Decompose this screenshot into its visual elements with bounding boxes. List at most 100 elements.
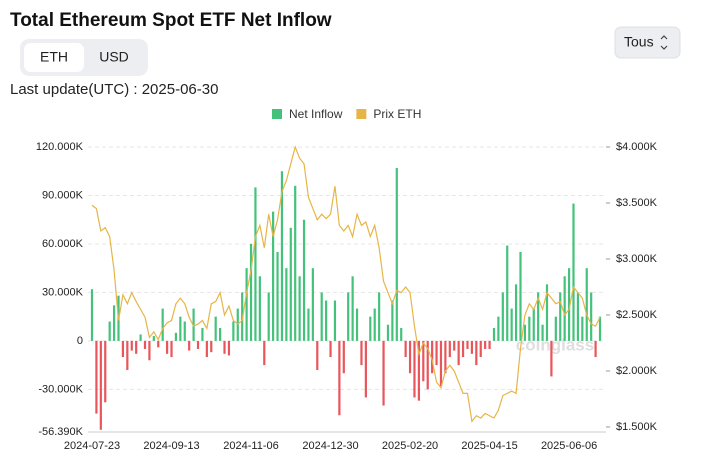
bar <box>559 292 562 341</box>
bar <box>391 300 394 341</box>
bar <box>400 327 403 341</box>
bar <box>121 340 125 358</box>
legend-swatch <box>272 109 282 119</box>
bar <box>550 340 553 377</box>
bar <box>285 268 288 341</box>
bar <box>236 308 239 341</box>
bar <box>497 316 500 341</box>
range-select-label[interactable]: Tous <box>624 34 654 50</box>
bar <box>307 308 310 341</box>
bar <box>333 300 337 341</box>
bar <box>157 340 160 348</box>
bar <box>298 276 301 341</box>
bar <box>338 340 341 416</box>
bar <box>378 292 381 341</box>
bar <box>537 292 540 341</box>
bar <box>563 276 566 341</box>
y2-tick-label: $2.500K <box>616 309 658 321</box>
x-tick-label: 2024-09-13 <box>143 440 199 452</box>
y-tick-label: -56.390K <box>38 426 83 438</box>
bar <box>183 321 186 341</box>
bar <box>510 308 513 341</box>
bar <box>453 340 456 351</box>
bar <box>567 268 571 341</box>
range-select[interactable] <box>614 26 681 59</box>
x-tick-label: 2024-12-30 <box>302 440 358 452</box>
bar <box>426 340 429 390</box>
bar <box>316 340 319 370</box>
bar <box>594 340 597 358</box>
bar <box>272 211 275 341</box>
y-tick-label: -30.000K <box>38 383 83 395</box>
y2-tick-label: $4.000K <box>616 141 658 153</box>
x-tick-label: 2024-11-06 <box>223 440 278 452</box>
bar <box>143 340 147 349</box>
bar <box>364 340 367 398</box>
bar <box>126 340 129 370</box>
bar <box>152 336 155 341</box>
bar <box>174 332 178 341</box>
bar <box>439 340 443 387</box>
bar <box>267 292 270 341</box>
bar <box>523 324 527 341</box>
bar <box>395 168 398 341</box>
bar <box>347 292 350 341</box>
bar <box>329 340 332 358</box>
bar <box>598 316 602 341</box>
bar <box>311 268 314 341</box>
bar <box>227 340 231 356</box>
bar <box>572 203 575 341</box>
chart-title: Total Ethereum Spot ETF Net Inflow <box>10 10 332 31</box>
bar <box>576 292 580 341</box>
y2-tick-label: $3.500K <box>616 197 658 209</box>
bar <box>219 327 222 341</box>
y2-tick-label: $1.500K <box>616 421 658 433</box>
bar <box>258 276 261 341</box>
bar <box>130 340 133 351</box>
y2-tick-label: $3.000K <box>616 253 658 265</box>
bar <box>196 340 200 349</box>
x-tick-label: 2025-06-06 <box>541 440 597 452</box>
legend-swatch <box>356 109 367 119</box>
bar <box>320 292 323 341</box>
y-tick-label: 90.000K <box>42 189 84 201</box>
bar <box>223 340 226 354</box>
bar <box>457 340 460 366</box>
x-tick-label: 2025-02-20 <box>382 440 438 452</box>
bar <box>232 321 235 341</box>
bar <box>488 340 491 349</box>
bar <box>382 340 385 406</box>
bar <box>581 316 584 341</box>
bar <box>519 252 522 341</box>
bar <box>104 340 107 403</box>
bar <box>475 340 478 366</box>
bar <box>276 252 279 341</box>
y-tick-label: 120.000K <box>36 141 84 153</box>
select-icon <box>660 35 668 50</box>
bar <box>210 340 213 353</box>
unit-option[interactable]: ETH <box>40 49 68 65</box>
bar <box>404 340 407 358</box>
bar <box>532 308 535 341</box>
bar <box>161 308 164 341</box>
bar <box>422 340 425 382</box>
bar <box>355 308 359 341</box>
bar <box>386 324 390 341</box>
bar <box>135 340 138 354</box>
bar <box>241 292 244 341</box>
bar <box>214 316 217 341</box>
bar <box>179 316 182 341</box>
unit-option-bg <box>24 43 84 72</box>
bar <box>342 340 345 374</box>
bar <box>192 308 195 341</box>
bar <box>541 324 544 341</box>
bar <box>470 340 473 354</box>
x-tick-label: 2025-04-15 <box>461 440 517 452</box>
unit-option[interactable]: USD <box>99 49 129 65</box>
bar <box>112 305 116 341</box>
bar <box>289 227 292 341</box>
bar <box>484 340 487 349</box>
legend-label: Prix ETH <box>373 107 421 121</box>
bar <box>139 334 142 341</box>
